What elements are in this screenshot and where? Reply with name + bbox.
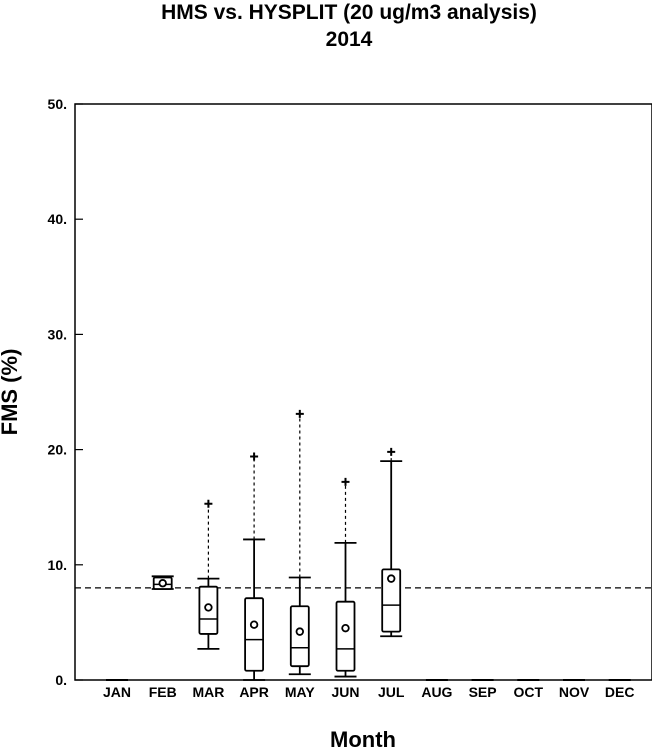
x-tick-label: AUG [421,684,452,700]
mean-marker [204,603,213,612]
x-tick-label: JAN [103,684,131,700]
box-jul [380,447,403,638]
outlier-marker [295,409,304,418]
y-axis-label: FMS (%) [0,349,22,436]
outlier-marker [204,499,213,508]
x-axis-label: Month [330,727,396,749]
iqr-box [381,568,402,633]
x-tick-label: JUN [331,684,359,700]
plot-frame [74,103,652,681]
outlier-marker [387,447,396,456]
mean-marker [158,579,167,588]
y-axis: 0. 10. 20. 30. 40. 50. [48,96,83,688]
x-tick-label: JUL [378,684,405,700]
x-tick-label: DEC [605,684,635,700]
box-series [106,409,631,681]
chart-subtitle: 2014 [326,28,373,51]
x-tick-label: OCT [514,684,544,700]
mean-marker [249,620,259,629]
iqr-box [244,597,265,672]
box-mar [197,499,220,650]
box-feb [151,575,174,590]
y-tick-label: 0. [55,672,67,688]
box-apr [243,452,266,681]
box-jun [334,477,357,678]
y-tick-label: 40. [48,211,67,227]
mean-marker [295,627,304,636]
x-tick-label: NOV [559,684,590,700]
iqr-box [335,600,356,672]
y-tick-label: 30. [48,326,67,342]
mean-marker [387,574,396,583]
y-tick-label: 10. [48,557,67,573]
outlier-marker [250,452,259,461]
outlier-marker [341,477,350,486]
chart-title: HMS vs. HYSPLIT (20 ug/m3 analysis) [161,1,537,24]
x-tick-label: FEB [149,684,177,700]
iqr-box [289,605,310,668]
x-tick-label: MAY [285,684,315,700]
box-may [288,409,311,676]
x-tick-label: MAR [192,684,224,700]
x-tick-label: SEP [469,684,497,700]
y-tick-label: 20. [48,442,67,458]
x-axis: JAN FEB MAR APR MAY JUN JUL AUG SEP OCT NOV DEC [103,684,634,700]
y-tick-label: 50. [48,96,67,112]
x-tick-label: APR [239,684,269,700]
mean-marker [341,623,350,633]
